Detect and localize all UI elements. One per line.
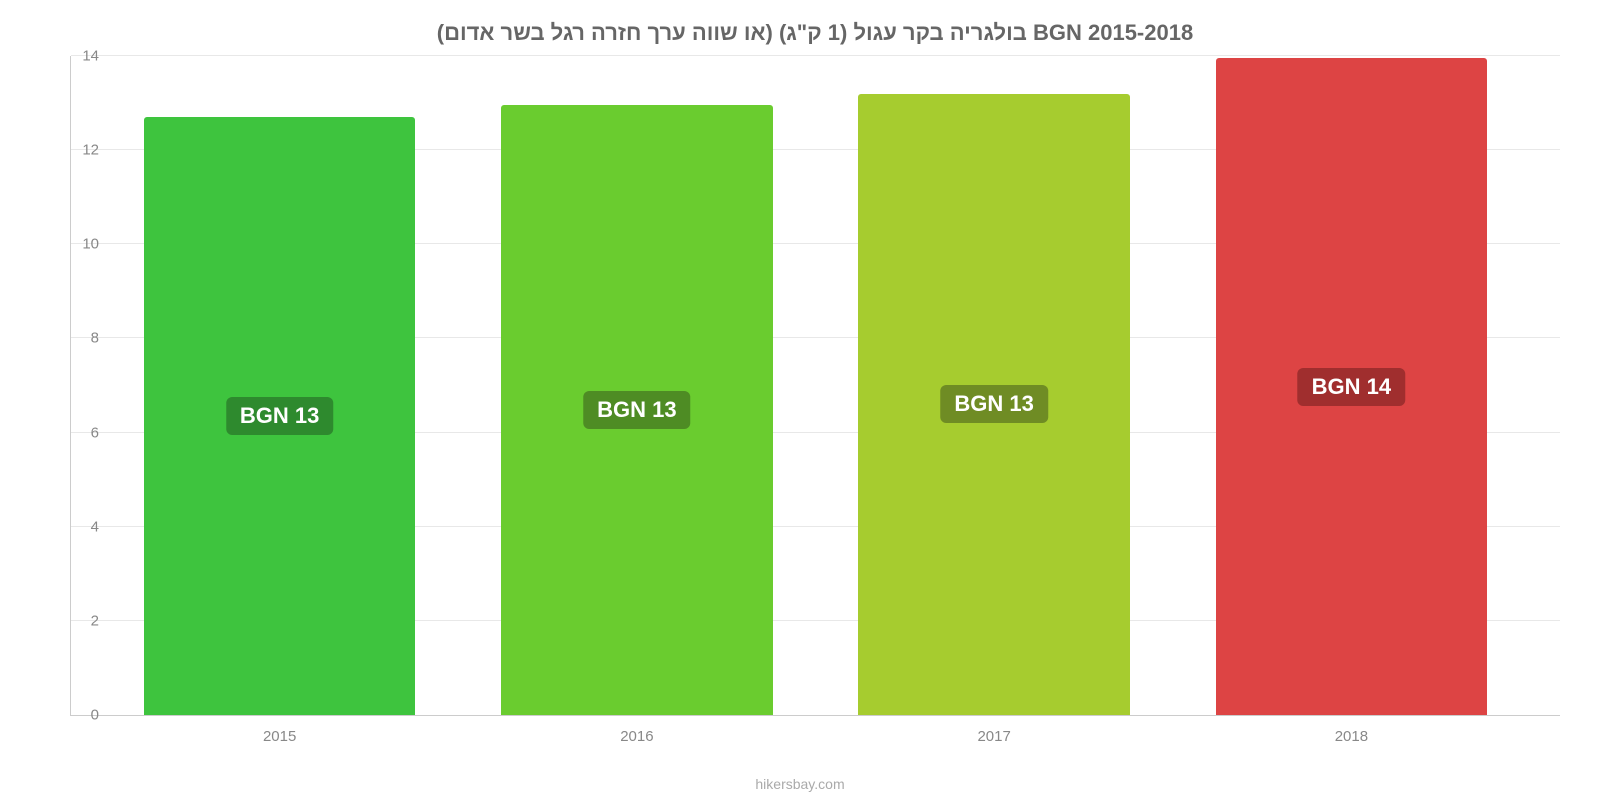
x-tick: 2015 <box>101 728 458 745</box>
bar: BGN 13 <box>501 105 773 715</box>
plot-area: 02468101214 BGN 13BGN 13BGN 13BGN 14 201… <box>70 56 1560 716</box>
bars-area: BGN 13 BGN 13 BGN 13 BGN 14 <box>71 56 1560 715</box>
bar: BGN 13 <box>144 117 416 715</box>
x-axis: 2015201620172018 <box>71 728 1560 745</box>
x-tick: 2018 <box>1173 728 1530 745</box>
bar-value-label: BGN 14 <box>1298 368 1405 406</box>
bar-slot: BGN 14 <box>1173 56 1530 715</box>
x-tick: 2017 <box>816 728 1173 745</box>
bar-value-label: BGN 13 <box>940 385 1047 423</box>
bar-slot: BGN 13 <box>101 56 458 715</box>
bar-slot: BGN 13 <box>458 56 815 715</box>
chart-container: בולגריה בקר עגול (1 ק"ג) (או שווה ערך חז… <box>0 0 1600 800</box>
x-tick: 2016 <box>458 728 815 745</box>
bar-slot: BGN 13 <box>816 56 1173 715</box>
bar: BGN 14 <box>1216 58 1488 715</box>
bar-value-label: BGN 13 <box>226 397 333 435</box>
attribution-text: hikersbay.com <box>755 776 844 792</box>
chart-title: בולגריה בקר עגול (1 ק"ג) (או שווה ערך חז… <box>70 20 1560 46</box>
bar-value-label: BGN 13 <box>583 391 690 429</box>
bar: BGN 13 <box>858 94 1130 715</box>
